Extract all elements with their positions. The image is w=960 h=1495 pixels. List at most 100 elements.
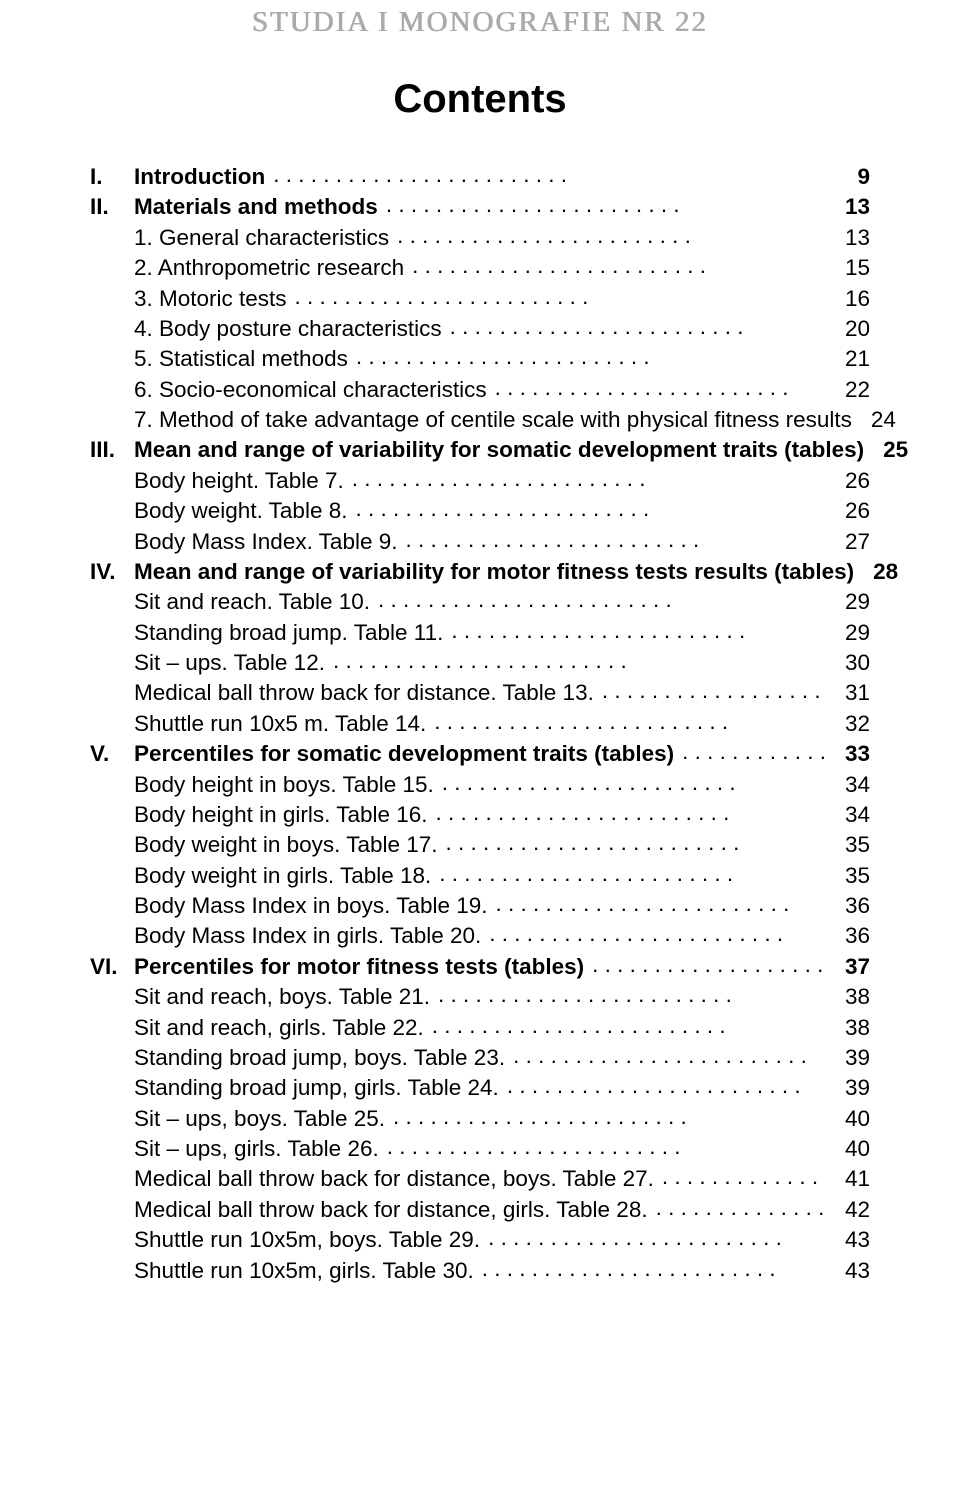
table-of-contents: I.Introduction9II.Materials and methods1… [90,162,870,1286]
toc-label: Sit – ups, girls. Table 26. [134,1134,379,1164]
toc-page-number: 24 [852,405,896,435]
toc-page-number: 40 [826,1134,870,1164]
toc-page-number: 9 [826,162,870,192]
page-title: Contents [90,77,870,122]
toc-leader [370,593,826,618]
toc-page-number: 25 [864,435,908,465]
toc-label: Shuttle run 10x5m, boys. Table 29. [134,1225,480,1255]
toc-row: Medical ball throw back for distance, bo… [90,1164,870,1194]
toc-label: Standing broad jump, boys. Table 23. [134,1043,505,1073]
toc-page-number: 31 [826,678,870,708]
toc-leader [594,684,826,709]
toc-page-number: 34 [826,770,870,800]
toc-row: Shuttle run 10x5 m. Table 14. 32 [90,709,870,739]
toc-row: IV.Mean and range of variability for mot… [90,557,870,587]
toc-leader [347,502,826,527]
toc-label: 4. Body posture characteristics [134,314,442,344]
toc-page-number: 39 [826,1043,870,1073]
toc-label: Standing broad jump, girls. Table 24. [134,1073,499,1103]
toc-leader [654,1170,826,1195]
toc-leader [434,775,826,800]
toc-row: Sit and reach, boys. Table 21.38 [90,982,870,1012]
toc-page-number: 36 [826,891,870,921]
running-head: STUDIA I MONOGRAFIE NR 22 [90,0,870,77]
toc-leader [378,198,826,223]
toc-leader [325,654,826,679]
toc-label: Sit – ups, boys. Table 25. [134,1104,385,1134]
toc-label: Percentiles for somatic development trai… [134,739,674,769]
toc-page-number: 42 [826,1195,870,1225]
toc-row: Sit – ups. Table 12.30 [90,648,870,678]
toc-row: 3. Motoric tests16 [90,284,870,314]
toc-label: Standing broad jump. Table 11. [134,618,443,648]
toc-label: Body Mass Index in boys. Table 19. [134,891,488,921]
toc-label: Percentiles for motor fitness tests (tab… [134,952,584,982]
toc-row: Body Mass Index in girls. Table 20.36 [90,921,870,951]
toc-label: Body weight. Table 8. [134,496,347,526]
toc-label: Shuttle run 10x5 m. Table 14. [134,709,426,739]
toc-row: Body weight in boys. Table 17.35 [90,830,870,860]
toc-leader [404,259,826,284]
toc-row: Medical ball throw back for distance. Ta… [90,678,870,708]
toc-page-number: 32 [826,709,870,739]
toc-row: Body height in boys. Table 15.34 [90,770,870,800]
toc-row: 5. Statistical methods21 [90,344,870,374]
toc-row: Body height. Table 7.26 [90,466,870,496]
toc-page-number: 40 [826,1104,870,1134]
toc-label: 6. Socio-economical characteristics [134,375,487,405]
toc-leader [344,471,826,496]
toc-leader [426,714,826,739]
toc-page-number: 38 [826,1013,870,1043]
toc-row: Sit and reach, girls. Table 22.38 [90,1013,870,1043]
toc-row: 1. General characteristics13 [90,223,870,253]
toc-leader [287,289,826,314]
toc-leader [499,1079,826,1104]
toc-leader [442,320,826,345]
toc-page-number: 26 [826,496,870,526]
toc-page-number: 43 [826,1225,870,1255]
toc-row: 6. Socio-economical characteristics22 [90,375,870,405]
toc-label: Shuttle run 10x5m, girls. Table 30. [134,1256,474,1286]
toc-leader [265,168,826,193]
toc-marker: I. [90,162,134,192]
toc-marker: III. [90,435,134,465]
toc-row: Standing broad jump, boys. Table 23. 39 [90,1043,870,1073]
toc-marker: II. [90,192,134,222]
toc-leader [385,1109,826,1134]
toc-page-number: 20 [826,314,870,344]
toc-label: 1. General characteristics [134,223,389,253]
toc-page-number: 29 [826,618,870,648]
toc-marker: IV. [90,557,134,587]
toc-label: Sit and reach. Table 10. [134,587,370,617]
toc-label: Medical ball throw back for distance, bo… [134,1164,654,1194]
toc-row: Body weight in girls. Table 18.35 [90,861,870,891]
toc-page-number: 37 [826,952,870,982]
toc-row: Standing broad jump. Table 11. 29 [90,618,870,648]
toc-label: 2. Anthropometric research [134,253,404,283]
toc-row: 4. Body posture characteristics 20 [90,314,870,344]
toc-page-number: 28 [854,557,898,587]
toc-label: Introduction [134,162,265,192]
toc-row: Body Mass Index in boys. Table 19. 36 [90,891,870,921]
toc-row: Shuttle run 10x5m, girls. Table 30. 43 [90,1256,870,1286]
toc-page-number: 13 [826,192,870,222]
toc-label: Body weight in boys. Table 17. [134,830,438,860]
toc-row: I.Introduction 9 [90,162,870,192]
toc-row: III.Mean and range of variability for so… [90,435,870,465]
toc-leader [480,1231,826,1256]
toc-page-number: 43 [826,1256,870,1286]
toc-leader [584,957,826,982]
toc-page-number: 34 [826,800,870,830]
toc-leader [389,228,826,253]
toc-leader [481,927,826,952]
toc-leader [443,623,826,648]
toc-label: Materials and methods [134,192,378,222]
toc-leader [348,350,826,375]
toc-label: 3. Motoric tests [134,284,287,314]
toc-page-number: 33 [826,739,870,769]
toc-label: Medical ball throw back for distance, gi… [134,1195,648,1225]
toc-page-number: 26 [826,466,870,496]
toc-leader [505,1049,826,1074]
toc-label: Sit and reach, boys. Table 21. [134,982,430,1012]
toc-row: Body Mass Index. Table 9.27 [90,527,870,557]
